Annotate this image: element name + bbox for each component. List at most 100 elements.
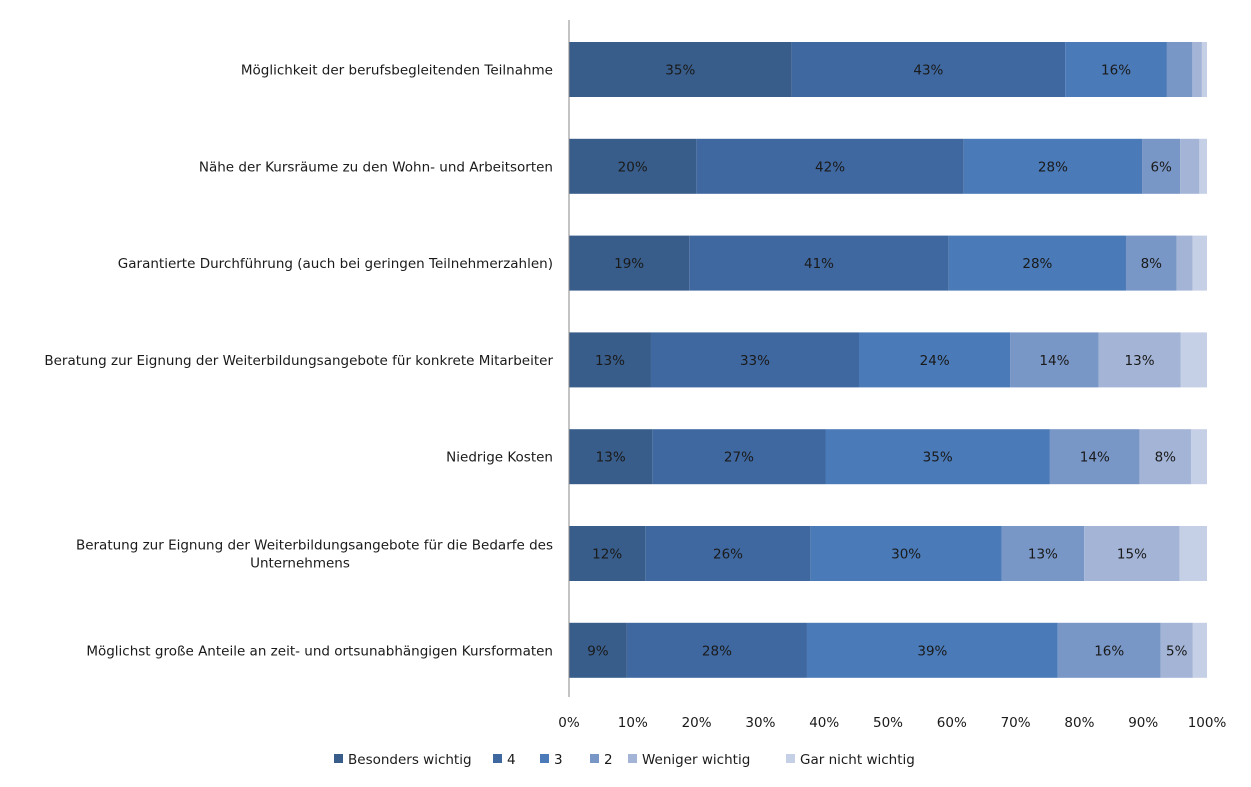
bar-segment: [1125, 235, 1177, 291]
legend-label: Besonders wichtig: [348, 752, 472, 768]
legend-swatch: [628, 754, 637, 763]
bar-segment: [1192, 622, 1207, 678]
bar-segment: [650, 332, 859, 388]
data-label: 12%: [592, 547, 622, 563]
category-label: Beratung zur Eignung der Weiterbildungsa…: [44, 353, 553, 369]
x-tick-label: 30%: [745, 715, 775, 731]
bar-segment: [810, 526, 1002, 581]
data-label: 6%: [1150, 159, 1172, 175]
data-label: 13%: [596, 450, 626, 466]
data-label: 28%: [1038, 159, 1068, 175]
x-tick-label: 90%: [1128, 715, 1158, 731]
data-label: 24%: [920, 353, 950, 369]
bar-segment: [569, 526, 646, 581]
bars-layer: 35% 43% 16% 20% 42% 28% 6% 19% 41% 28% 8% 13% 33% 24%…: [569, 42, 1207, 678]
data-label: 14%: [1080, 450, 1110, 466]
data-label: 26%: [713, 547, 743, 563]
legend-label: 2: [604, 752, 613, 768]
x-tick-label: 0%: [558, 715, 580, 731]
legend-label: Weniger wichtig: [642, 752, 750, 768]
data-label: 28%: [702, 643, 732, 659]
bar-segment: [1160, 622, 1193, 678]
data-label: 42%: [815, 159, 845, 175]
legend-swatch: [786, 754, 795, 763]
data-label: 15%: [1117, 547, 1147, 563]
legend-label: 4: [507, 752, 516, 768]
legend-swatch: [334, 754, 343, 763]
bar-segment: [1192, 235, 1207, 291]
data-label: 19%: [614, 256, 644, 272]
category-label: Möglichst große Anteile an zeit- und ort…: [86, 643, 553, 659]
category-label: Beratung zur Eignung der Weiterbildungsa…: [76, 538, 553, 572]
bar-segment: [1192, 42, 1202, 97]
category-label: Nähe der Kursräume zu den Wohn- und Arbe…: [199, 159, 553, 175]
data-label: 8%: [1141, 256, 1163, 272]
x-tick-label: 60%: [937, 715, 967, 731]
bar-segment: [1201, 42, 1207, 97]
bar-segment: [689, 235, 949, 291]
bar-segment: [1199, 138, 1207, 194]
data-label: 16%: [1101, 63, 1131, 79]
bar-segment: [1139, 429, 1191, 485]
bar-segment: [806, 622, 1058, 678]
data-label: 43%: [913, 63, 943, 79]
bar-segment: [1065, 42, 1167, 97]
bar-segment: [696, 138, 964, 194]
category-labels-layer: Möglichkeit der berufsbegleitenden Teiln…: [44, 63, 553, 660]
bar-segment: [569, 138, 697, 194]
data-label: 41%: [804, 256, 834, 272]
bar-segment: [1010, 332, 1099, 388]
data-label: 5%: [1166, 643, 1188, 659]
data-label: 27%: [724, 450, 754, 466]
bar-segment: [1166, 42, 1193, 97]
bar-segment: [645, 526, 811, 581]
data-label: 35%: [923, 450, 953, 466]
x-tick-label: 80%: [1064, 715, 1094, 731]
bar-segment: [569, 332, 651, 388]
bar-segment: [626, 622, 807, 678]
data-label: 9%: [587, 643, 609, 659]
x-tick-label: 50%: [873, 715, 903, 731]
data-label: 28%: [1022, 256, 1052, 272]
x-tick-label: 70%: [1001, 715, 1031, 731]
data-label: 14%: [1039, 353, 1069, 369]
x-tick-label: 10%: [618, 715, 648, 731]
x-tick-label: 20%: [682, 715, 712, 731]
bar-segment: [791, 42, 1066, 97]
legend-swatch: [590, 754, 599, 763]
bar-segment: [1180, 332, 1207, 388]
data-label: 39%: [917, 643, 947, 659]
category-label: Garantierte Durchführung (auch bei gerin…: [118, 256, 553, 272]
bar-segment: [1057, 622, 1161, 678]
data-label: 20%: [618, 159, 648, 175]
bar-segment: [569, 429, 653, 485]
data-label: 16%: [1094, 643, 1124, 659]
data-label: 8%: [1155, 450, 1177, 466]
data-label: 13%: [1125, 353, 1155, 369]
data-label: 35%: [665, 63, 695, 79]
bar-segment: [1098, 332, 1181, 388]
bar-segment: [825, 429, 1050, 485]
bar-segment: [963, 138, 1143, 194]
bar-segment: [1190, 429, 1207, 485]
bar-segment: [1001, 526, 1085, 581]
data-label: 33%: [740, 353, 770, 369]
x-tick-label: 40%: [809, 715, 839, 731]
bar-segment: [1084, 526, 1180, 581]
bar-segment: [859, 332, 1011, 388]
bar-segment: [1049, 429, 1140, 485]
legend-label: Gar nicht wichtig: [800, 752, 915, 768]
data-label: 13%: [1028, 547, 1058, 563]
axis-layer: 0% 10% 20% 30% 40% 50% 60% 70% 80% 90% 100%: [558, 20, 1226, 731]
legend-swatch: [493, 754, 502, 763]
category-label: Niedrige Kosten: [446, 450, 553, 466]
x-tick-label: 100%: [1188, 715, 1227, 731]
bar-segment: [569, 42, 792, 97]
bar-segment: [1180, 138, 1200, 194]
category-label: Möglichkeit der berufsbegleitenden Teiln…: [241, 63, 553, 79]
legend-label: 3: [554, 752, 563, 768]
bar-segment: [948, 235, 1126, 291]
data-label: 30%: [891, 547, 921, 563]
